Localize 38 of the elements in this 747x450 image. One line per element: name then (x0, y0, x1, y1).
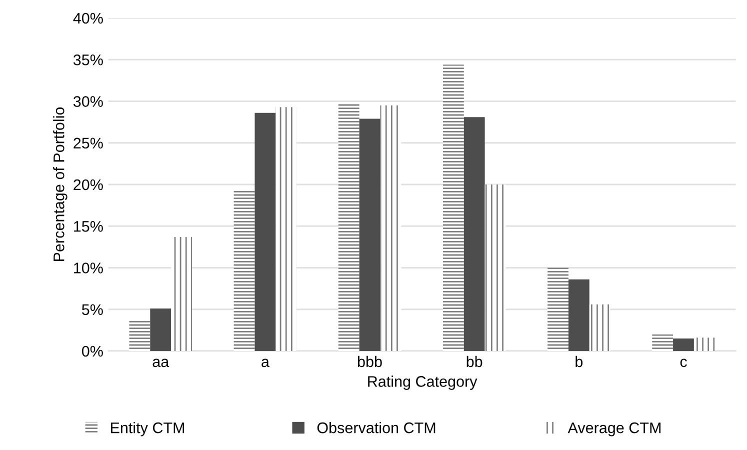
x-tick-label: aa (152, 358, 170, 368)
y-tick-label: 5% (82, 304, 103, 316)
y-tick-label: 25% (74, 138, 103, 149)
y-tick-label: 35% (73, 54, 103, 66)
bar (652, 334, 674, 351)
x-axis-title: Rating Category (368, 376, 478, 390)
legend-label: Average CTM (568, 422, 660, 436)
x-tick-label: a (262, 358, 270, 368)
bar (150, 308, 172, 351)
bar (276, 107, 297, 351)
x-tick-label: bbb (358, 356, 382, 368)
legend-label: Entity CTM (110, 422, 184, 436)
bar (171, 236, 192, 351)
bar (359, 118, 380, 351)
x-tick-label: b (576, 356, 583, 368)
bar (484, 184, 506, 351)
bar (380, 105, 402, 351)
bar (442, 64, 464, 351)
y-tick-label: 10% (74, 262, 103, 274)
bar (568, 279, 590, 351)
y-tick-label: 40% (73, 12, 103, 24)
bar (673, 338, 694, 351)
y-tick-label: 15% (74, 221, 103, 232)
bar (254, 112, 276, 351)
bar (464, 117, 485, 351)
bar (694, 338, 715, 351)
y-tick-label: 20% (74, 179, 103, 190)
legend-label: Observation CTM (317, 422, 436, 434)
bar (338, 104, 360, 351)
bar (589, 304, 610, 351)
x-tick-label: c (680, 358, 687, 368)
y-tick-label: 0% (82, 346, 103, 357)
bar (234, 190, 255, 351)
y-tick-label: 30% (73, 96, 103, 107)
y-axis-title: Percentage of Portfolio (53, 107, 68, 261)
bar (129, 320, 150, 351)
x-tick-label: bb (466, 356, 482, 368)
bar (548, 266, 568, 351)
